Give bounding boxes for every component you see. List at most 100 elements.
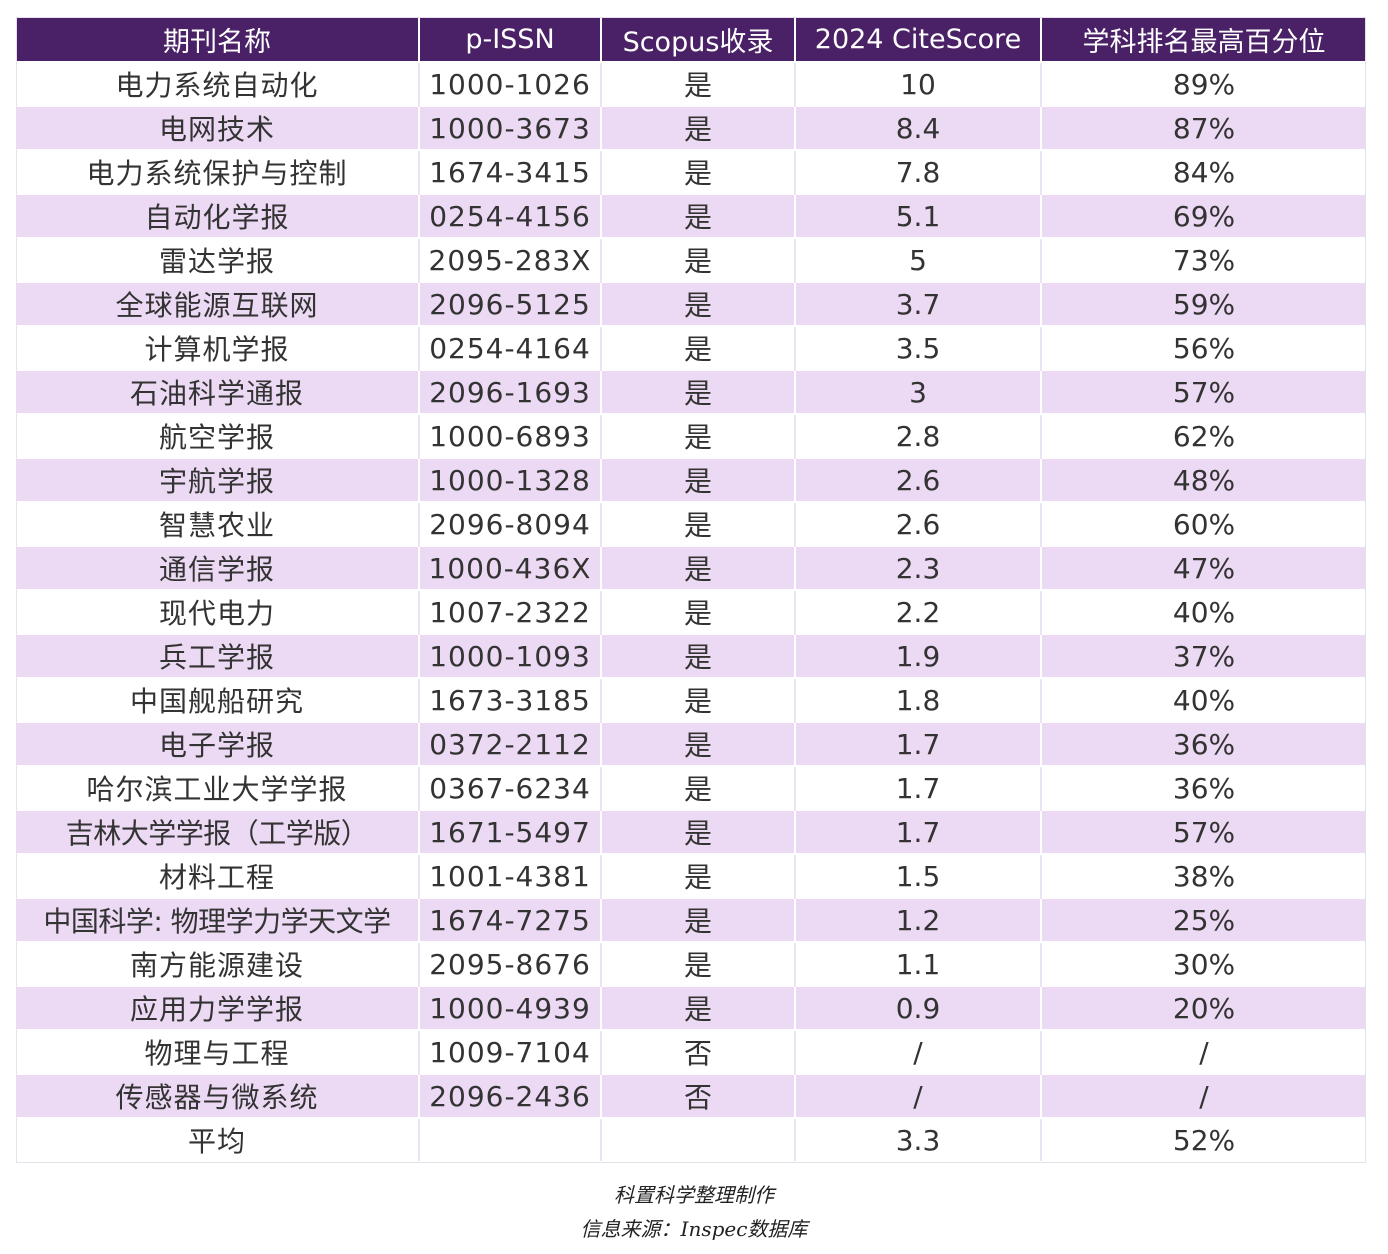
table-footer-row: 平均 3.3 52%	[16, 1117, 1366, 1161]
cell-citescore: 3.5	[795, 325, 1042, 370]
table-row: 电力系统保护与控制 1674-3415 是 7.8 84%	[16, 149, 1366, 194]
cell-p-issn: 0254-4156	[419, 193, 602, 238]
cell-percentile: 52%	[1041, 1117, 1366, 1161]
cell-journal-name: 中国科学: 物理学力学天文学	[16, 897, 420, 942]
cell-journal-name: 电力系统自动化	[16, 61, 420, 106]
cell-journal-name: 航空学报	[16, 413, 420, 458]
cell-percentile: 30%	[1041, 941, 1366, 986]
table-row: 电力系统自动化 1000-1026 是 10 89%	[16, 61, 1366, 106]
cell-percentile: 56%	[1041, 325, 1366, 370]
table-row: 雷达学报 2095-283X 是 5 73%	[16, 237, 1366, 282]
cell-journal-name: 电力系统保护与控制	[16, 149, 420, 194]
header-p-issn: p-ISSN	[419, 17, 602, 62]
cell-p-issn: 1000-1328	[419, 457, 602, 502]
table-row: 石油科学通报 2096-1693 是 3 57%	[16, 369, 1366, 414]
cell-scopus: 是	[601, 545, 796, 590]
cell-citescore: 1.5	[795, 853, 1042, 898]
header-citescore: 2024 CiteScore	[795, 17, 1042, 62]
cell-percentile: 84%	[1041, 149, 1366, 194]
table-row: 应用力学学报 1000-4939 是 0.9 20%	[16, 985, 1366, 1030]
cell-citescore: 2.6	[795, 457, 1042, 502]
cell-journal-name: 雷达学报	[16, 237, 420, 282]
cell-p-issn: 2095-283X	[419, 237, 602, 282]
table-row: 哈尔滨工业大学学报 0367-6234 是 1.7 36%	[16, 765, 1366, 810]
table-row: 中国科学: 物理学力学天文学 1674-7275 是 1.2 25%	[16, 897, 1366, 942]
journal-table: 期刊名称 p-ISSN Scopus收录 2024 CiteScore 学科排名…	[16, 17, 1366, 1161]
header-row: 期刊名称 p-ISSN Scopus收录 2024 CiteScore 学科排名…	[16, 17, 1366, 62]
cell-scopus: 是	[601, 413, 796, 458]
cell-percentile: 36%	[1041, 765, 1366, 810]
cell-citescore: /	[795, 1073, 1042, 1118]
cell-p-issn: 1000-436X	[419, 545, 602, 590]
cell-citescore: 1.7	[795, 721, 1042, 766]
cell-scopus: 是	[601, 853, 796, 898]
cell-p-issn: 0367-6234	[419, 765, 602, 810]
cell-p-issn: 1000-4939	[419, 985, 602, 1030]
cell-journal-name: 全球能源互联网	[16, 281, 420, 326]
cell-journal-name: 平均	[16, 1117, 420, 1161]
cell-p-issn	[419, 1117, 602, 1161]
caption-source: 信息来源：Inspec数据库	[580, 1217, 808, 1241]
cell-percentile: 20%	[1041, 985, 1366, 1030]
table-row: 材料工程 1001-4381 是 1.5 38%	[16, 853, 1366, 898]
cell-citescore: 2.2	[795, 589, 1042, 634]
table-row: 计算机学报 0254-4164 是 3.5 56%	[16, 325, 1366, 370]
cell-citescore: 5.1	[795, 193, 1042, 238]
cell-journal-name: 通信学报	[16, 545, 420, 590]
cell-scopus	[601, 1117, 796, 1161]
cell-citescore: 1.2	[795, 897, 1042, 942]
cell-journal-name: 兵工学报	[16, 633, 420, 678]
cell-percentile: 59%	[1041, 281, 1366, 326]
cell-journal-name: 中国舰船研究	[16, 677, 420, 722]
cell-scopus: 否	[601, 1029, 796, 1074]
cell-p-issn: 2096-2436	[419, 1073, 602, 1118]
cell-percentile: 57%	[1041, 369, 1366, 414]
cell-p-issn: 2096-1693	[419, 369, 602, 414]
cell-scopus: 是	[601, 281, 796, 326]
cell-journal-name: 电子学报	[16, 721, 420, 766]
cell-citescore: 1.7	[795, 765, 1042, 810]
cell-percentile: 62%	[1041, 413, 1366, 458]
cell-scopus: 是	[601, 985, 796, 1030]
cell-p-issn: 1000-3673	[419, 105, 602, 150]
cell-percentile: 89%	[1041, 61, 1366, 106]
cell-p-issn: 2096-8094	[419, 501, 602, 546]
cell-scopus: 是	[601, 105, 796, 150]
cell-journal-name: 现代电力	[16, 589, 420, 634]
table-row: 南方能源建设 2095-8676 是 1.1 30%	[16, 941, 1366, 986]
cell-journal-name: 宇航学报	[16, 457, 420, 502]
cell-journal-name: 材料工程	[16, 853, 420, 898]
cell-scopus: 是	[601, 589, 796, 634]
cell-p-issn: 1673-3185	[419, 677, 602, 722]
cell-journal-name: 传感器与微系统	[16, 1073, 420, 1118]
table-row: 宇航学报 1000-1328 是 2.6 48%	[16, 457, 1366, 502]
cell-citescore: 3.3	[795, 1117, 1042, 1161]
cell-p-issn: 1007-2322	[419, 589, 602, 634]
cell-citescore: 0.9	[795, 985, 1042, 1030]
cell-citescore: 1.9	[795, 633, 1042, 678]
cell-percentile: 69%	[1041, 193, 1366, 238]
cell-citescore: 5	[795, 237, 1042, 282]
cell-citescore: 10	[795, 61, 1042, 106]
cell-percentile: 60%	[1041, 501, 1366, 546]
cell-scopus: 是	[601, 633, 796, 678]
table-row: 电网技术 1000-3673 是 8.4 87%	[16, 105, 1366, 150]
cell-scopus: 是	[601, 237, 796, 282]
table-row: 传感器与微系统 2096-2436 否 / /	[16, 1073, 1366, 1118]
header-journal-name: 期刊名称	[16, 17, 420, 62]
cell-scopus: 是	[601, 897, 796, 942]
table-row: 航空学报 1000-6893 是 2.8 62%	[16, 413, 1366, 458]
cell-percentile: 47%	[1041, 545, 1366, 590]
cell-percentile: 36%	[1041, 721, 1366, 766]
cell-p-issn: 1000-1093	[419, 633, 602, 678]
cell-p-issn: 1674-3415	[419, 149, 602, 194]
cell-scopus: 是	[601, 765, 796, 810]
cell-journal-name: 南方能源建设	[16, 941, 420, 986]
captions: 科置科学整理制作 信息来源：Inspec数据库	[0, 1178, 1388, 1246]
cell-journal-name: 吉林大学学报（工学版）	[16, 809, 420, 854]
cell-percentile: 40%	[1041, 677, 1366, 722]
table-header: 期刊名称 p-ISSN Scopus收录 2024 CiteScore 学科排名…	[16, 17, 1366, 62]
cell-journal-name: 应用力学学报	[16, 985, 420, 1030]
cell-scopus: 是	[601, 193, 796, 238]
table-row: 自动化学报 0254-4156 是 5.1 69%	[16, 193, 1366, 238]
